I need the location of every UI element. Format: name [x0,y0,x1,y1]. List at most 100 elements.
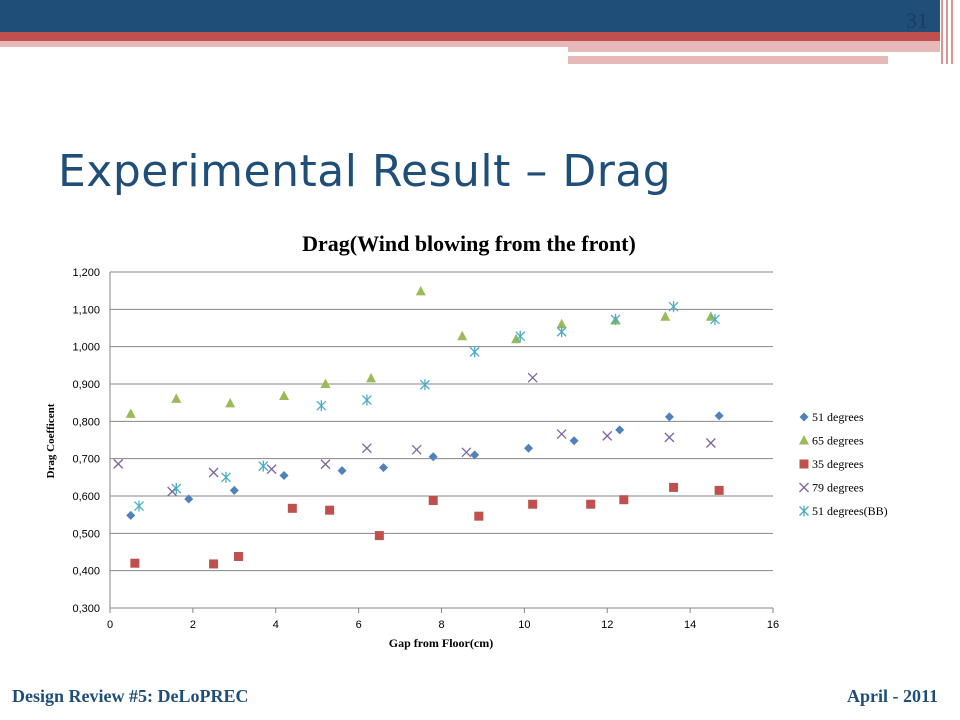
x-tick-label: 10 [518,619,530,631]
x-tick-label: 16 [767,619,779,631]
data-point [258,460,269,472]
data-point [528,499,538,509]
chart-gridlines [110,271,773,609]
data-point [461,447,472,458]
chart-axes [109,272,774,613]
data-point [279,470,289,480]
data-point [366,372,377,383]
data-point [668,301,679,313]
data-point [586,499,596,509]
data-point [337,466,347,476]
y-tick-label: 0,500 [72,528,100,540]
data-point [470,450,480,460]
data-point [664,412,674,422]
slide-title: Experimental Result – Drag [58,146,672,197]
data-point [469,346,480,358]
header-pink-bar [0,41,568,47]
y-tick-label: 1,200 [72,267,100,279]
legend-marker [799,435,809,445]
data-point [569,436,579,446]
data-point [556,318,567,329]
data-point [125,408,136,418]
data-point [457,330,468,341]
data-point [669,482,679,492]
y-tick-label: 1,100 [72,304,100,316]
data-point [279,390,290,400]
data-point [428,452,438,462]
legend-label: 35 degrees [812,457,864,471]
data-point [378,463,388,473]
data-point [320,378,331,388]
data-point [374,531,384,541]
data-point [556,326,567,338]
data-point [184,494,194,504]
data-point [361,394,372,406]
header-accent-line [946,0,948,64]
header-blue-bar [0,0,940,32]
x-tick-label: 8 [438,619,444,631]
data-point [233,551,243,561]
y-tick-label: 0,400 [72,566,100,578]
x-tick-label: 2 [190,619,196,631]
data-point [619,495,629,505]
y-axis-label: Drag Coefficent [45,403,57,478]
header-pink-bar-right [568,41,940,52]
data-point [171,393,182,403]
x-tick-label: 6 [356,619,362,631]
chart-title: Drag(Wind blowing from the front) [302,231,636,256]
data-point [511,333,522,344]
legend-label: 79 degrees [812,481,864,495]
data-point [710,313,720,325]
data-point [428,495,438,505]
data-point [167,486,178,497]
data-point [229,485,239,495]
data-point [316,400,327,412]
data-point [209,559,219,569]
data-point [221,471,231,483]
legend-marker [799,505,809,517]
data-point [266,464,277,475]
data-point [287,503,297,513]
legend-marker [799,482,809,493]
header-accent-line [941,0,943,64]
data-point [524,443,534,453]
chart-points [113,285,724,569]
header-gap [940,0,960,32]
header-pink-bar-lower [568,56,888,64]
data-point [705,438,716,448]
data-point [556,429,567,439]
data-point [419,379,430,391]
data-point [474,511,484,521]
header-accent-line [951,0,953,64]
chart-tick-labels: 0,300 0,400 0,500 0,600 0,700 0,800 0,900 1,000… [72,267,779,631]
y-tick-label: 1,000 [72,342,100,354]
data-point [602,430,613,441]
x-tick-label: 14 [684,619,696,631]
legend-label: 51 degrees [812,410,864,424]
footer-date: April - 2011 [846,686,938,706]
data-point [515,330,526,342]
y-tick-label: 0,600 [72,491,100,503]
data-point [208,467,219,478]
data-point [664,432,675,443]
y-tick-label: 0,700 [72,454,100,466]
data-point [320,459,331,470]
x-tick-label: 0 [107,619,113,631]
legend-marker [799,412,809,422]
legend-marker [799,459,809,469]
chart-legend: 51 degrees 65 degrees 35 degrees 79 degrees… [799,410,888,518]
x-tick-label: 4 [273,619,279,631]
data-point [325,505,335,515]
legend-label: 65 degrees [812,434,864,448]
header-red-bar [0,32,940,41]
data-point [225,397,236,408]
data-point [171,483,182,495]
data-point [615,425,625,435]
data-point [714,485,724,495]
legend-label: 51 degrees(BB) [812,504,888,518]
y-tick-label: 0,900 [72,379,100,391]
data-point [113,458,124,469]
footer-presentation-name: Design Review #5: DeLoPREC [12,686,249,706]
data-point [130,558,140,568]
